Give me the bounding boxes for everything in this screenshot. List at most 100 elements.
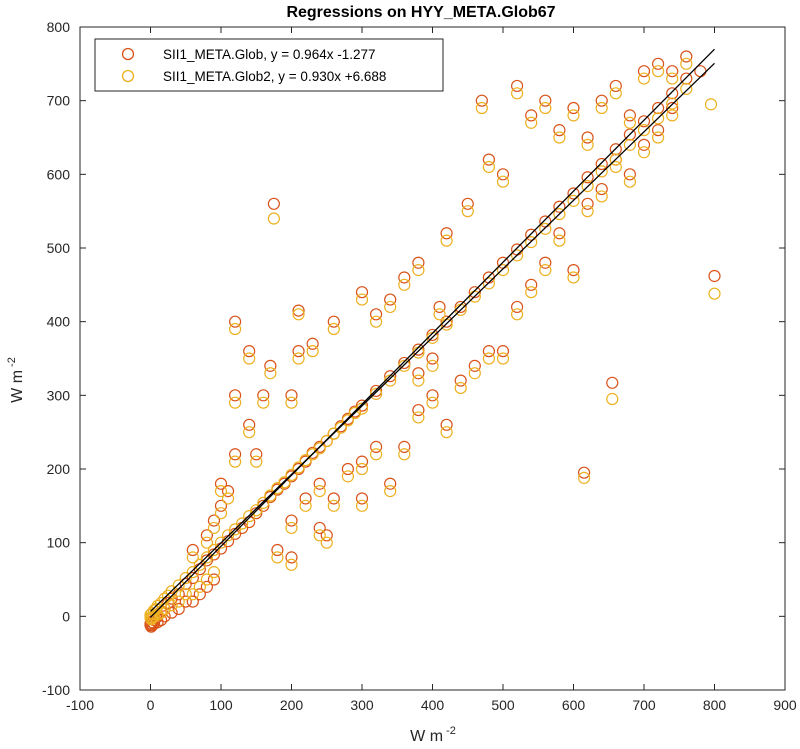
scatter-point-series-2: [370, 315, 383, 328]
scatter-point-series-2: [355, 462, 369, 476]
scatter-point-series-2: [581, 138, 594, 151]
scatter-point-series-1: [250, 448, 263, 461]
scatter-point-series-1: [454, 374, 467, 387]
legend-box: [94, 38, 444, 92]
scatter-point-series-2: [623, 175, 637, 188]
scatter-point-series-1: [553, 124, 566, 137]
scatter-point-series-1: [243, 418, 256, 431]
scatter-point-series-2: [577, 471, 591, 484]
scatter-point-series-1: [200, 580, 213, 593]
scatter-point-series-2: [200, 573, 213, 586]
x-tick-label: 800: [703, 697, 727, 713]
scatter-point-series-2: [306, 345, 319, 358]
scatter-point-series-1: [243, 515, 256, 529]
scatter-point-series-1: [384, 477, 397, 490]
scatter-point-series-2: [207, 521, 221, 535]
scatter-point-series-1: [200, 529, 213, 542]
scatter-point-series-2: [271, 551, 284, 564]
scatter-point-series-2: [264, 367, 277, 380]
scatter-point-series-1: [468, 359, 481, 372]
legend: SII1_META.Glob, y = 0.964x -1.277 SII1_M…: [94, 38, 444, 92]
scatter-point-series-2: [440, 426, 453, 439]
scatter-point-series-2: [257, 396, 270, 409]
scatter-point-series-2: [267, 212, 280, 225]
scatter-point-series-2: [651, 65, 665, 78]
scatter-point-series-2: [229, 455, 242, 468]
scatter-point-series-2: [525, 116, 538, 129]
scatter-point-series-1: [214, 477, 228, 490]
scatter-point-series-1: [496, 345, 510, 358]
scatter-point-series-2: [595, 101, 608, 115]
scatter-point-series-1: [680, 50, 693, 63]
scatter-point-series-2: [193, 580, 206, 593]
scatter-point-series-1: [229, 315, 242, 328]
scatter-point-series-1: [581, 131, 594, 144]
scatter-point-series-1: [384, 293, 397, 306]
scatter-point-series-2: [236, 517, 249, 530]
scatter-point-series-2: [398, 359, 411, 372]
scatter-point-series-2: [623, 116, 637, 129]
scatter-point-series-2: [567, 271, 580, 284]
scatter-point-series-1: [496, 168, 510, 181]
x-tick-label: 500: [491, 697, 515, 713]
scatter-point-series-1: [370, 384, 383, 398]
scatter-point-series-2: [243, 426, 256, 439]
scatter-point-series-2: [278, 476, 291, 489]
scatter-point-series-1: [482, 345, 495, 358]
scatter-point-series-1: [539, 94, 552, 107]
x-tick-label: 0: [147, 697, 155, 713]
scatter-point-series-2: [412, 264, 425, 277]
scatter-point-series-1: [637, 115, 651, 128]
scatter-point-series-1: [412, 403, 425, 417]
x-axis-ticks: -100 0 100 200 300 400 500 600 700 800 900: [66, 27, 797, 713]
scatter-point-series-1: [440, 315, 453, 328]
scatter-point-series-1: [482, 153, 495, 166]
scatter-point-series-2: [482, 277, 495, 290]
scatter-point-series-2: [285, 468, 298, 481]
scatter-point-series-2: [609, 87, 622, 100]
scatter-point-series-2: [510, 87, 524, 100]
scatter-point-series-1: [666, 65, 679, 78]
scatter-point-series-2: [496, 175, 510, 188]
scatter-point-series-1: [510, 79, 524, 93]
scatter-point-series-2: [207, 566, 221, 579]
scatter-point-series-2: [193, 558, 206, 571]
scatter-point-series-2: [595, 190, 608, 203]
scatter-point-series-1: [426, 389, 439, 402]
scatter-point-series-2: [355, 293, 369, 306]
scatter-point-series-1: [327, 492, 340, 505]
scatter-point-series-2: [567, 194, 580, 207]
scatter-point-series-1: [285, 551, 298, 564]
scatter-point-series-2: [398, 448, 411, 461]
scatter-point-series-1: [525, 228, 538, 241]
scatter-point-series-1: [320, 529, 333, 542]
scatter-point-series-1: [327, 315, 340, 328]
scatter-point-series-1: [285, 514, 298, 527]
scatter-point-series-2: [482, 160, 495, 174]
scatter-point-series-2: [496, 264, 510, 277]
scatter-point-series-1: [271, 543, 284, 557]
scatter-point-series-1: [398, 356, 411, 370]
scatter-point-series-2: [292, 352, 305, 365]
scatter-point-series-2: [250, 504, 263, 517]
scatter-point-series-2: [292, 461, 305, 474]
scatter-point-series-1: [708, 269, 721, 283]
scatter-point-series-2: [327, 499, 340, 512]
scatter-point-series-2: [229, 396, 242, 409]
y-tick-label: 100: [47, 535, 71, 551]
scatter-point-series-1: [595, 157, 608, 171]
scatter-point-series-1: [384, 370, 397, 383]
scatter-point-series-2: [144, 611, 157, 624]
x-tick-label: 400: [421, 697, 445, 713]
scatter-point-series-2: [539, 101, 552, 115]
scatter-point-series-2: [313, 529, 326, 542]
scatter-point-series-1: [229, 389, 242, 402]
scatter-point-series-1: [306, 337, 319, 350]
scatter-point-series-1: [144, 619, 157, 632]
scatter-point-series-2: [172, 595, 185, 608]
scatter-point-series-2: [666, 72, 679, 85]
plot-area: [80, 27, 785, 690]
x-tick-label: 600: [562, 697, 586, 713]
scatter-point-series-1: [264, 359, 277, 372]
